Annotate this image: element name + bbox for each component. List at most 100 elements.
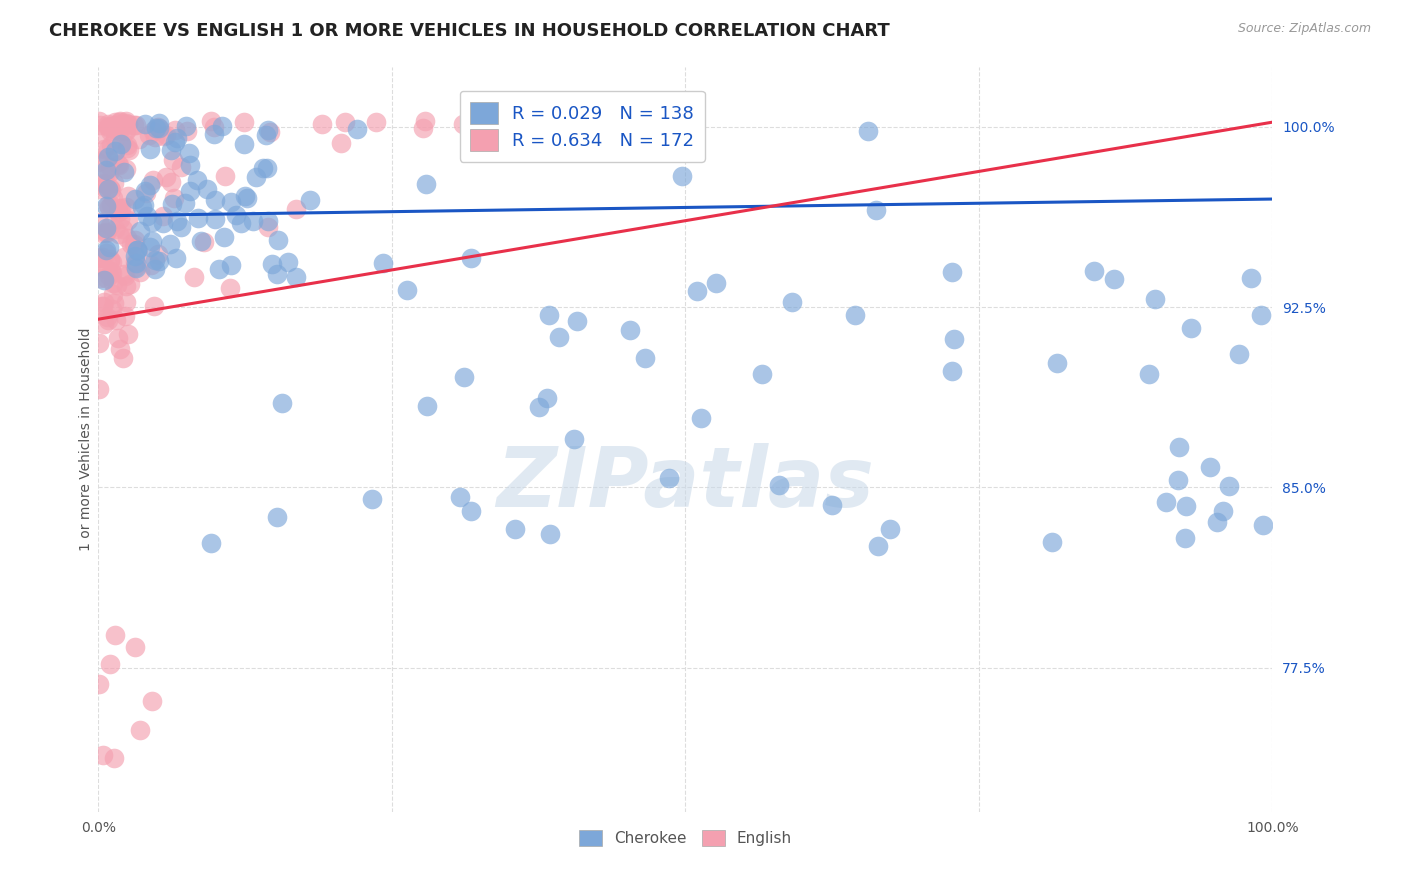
Point xyxy=(110,202,132,216)
Text: ZIPatlas: ZIPatlas xyxy=(496,443,875,524)
Point xyxy=(190,235,212,249)
Point xyxy=(101,276,124,290)
Point xyxy=(242,214,264,228)
Point xyxy=(97,268,120,283)
Point xyxy=(139,240,162,254)
Point xyxy=(145,121,167,136)
Point xyxy=(97,313,120,327)
Point xyxy=(114,310,136,324)
Point xyxy=(254,128,277,142)
Point xyxy=(174,196,197,211)
Point xyxy=(143,130,166,145)
Point xyxy=(148,247,170,261)
Point xyxy=(115,279,138,293)
Point xyxy=(148,116,170,130)
Point xyxy=(415,177,437,191)
Point xyxy=(453,370,475,384)
Point xyxy=(1144,292,1167,306)
Point xyxy=(124,192,146,206)
Text: Source: ZipAtlas.com: Source: ZipAtlas.com xyxy=(1237,22,1371,36)
Point xyxy=(451,117,474,131)
Point xyxy=(941,364,963,378)
Point xyxy=(218,280,240,294)
Point xyxy=(97,198,120,212)
Point xyxy=(415,399,437,413)
Point xyxy=(139,142,162,156)
Text: CHEROKEE VS ENGLISH 1 OR MORE VEHICLES IN HOUSEHOLD CORRELATION CHART: CHEROKEE VS ENGLISH 1 OR MORE VEHICLES I… xyxy=(49,22,890,40)
Point xyxy=(98,253,121,268)
Point xyxy=(104,114,127,128)
Point xyxy=(634,351,657,365)
Point xyxy=(658,120,681,135)
Point xyxy=(141,694,163,708)
Point xyxy=(202,127,225,141)
Point xyxy=(503,522,526,536)
Point xyxy=(117,117,139,131)
Point xyxy=(163,135,186,149)
Point xyxy=(142,172,165,186)
Point xyxy=(124,261,146,276)
Point xyxy=(202,120,225,134)
Point xyxy=(134,117,156,131)
Point xyxy=(527,400,550,414)
Point xyxy=(128,723,150,737)
Point xyxy=(87,155,110,169)
Point xyxy=(89,251,111,265)
Point xyxy=(866,539,889,553)
Point xyxy=(138,128,160,142)
Point xyxy=(103,296,125,310)
Point xyxy=(93,294,115,309)
Point xyxy=(166,214,188,228)
Point xyxy=(124,255,146,269)
Point xyxy=(661,123,683,137)
Point xyxy=(482,124,505,138)
Point xyxy=(565,314,588,328)
Point xyxy=(139,178,162,193)
Point xyxy=(160,196,183,211)
Point xyxy=(141,215,163,229)
Point xyxy=(87,383,110,397)
Point xyxy=(107,201,129,215)
Point xyxy=(658,471,681,485)
Point xyxy=(114,268,136,283)
Point xyxy=(152,129,174,144)
Point xyxy=(98,120,121,134)
Point xyxy=(112,250,135,264)
Point xyxy=(101,191,124,205)
Point xyxy=(460,504,482,518)
Point xyxy=(148,120,170,135)
Point xyxy=(87,113,110,128)
Point xyxy=(1040,534,1063,549)
Point xyxy=(538,308,561,322)
Point xyxy=(98,166,121,180)
Point xyxy=(856,124,879,138)
Point xyxy=(114,114,136,128)
Point xyxy=(120,237,142,252)
Point xyxy=(538,120,561,134)
Point xyxy=(821,499,844,513)
Point xyxy=(782,294,804,309)
Point xyxy=(128,131,150,145)
Point xyxy=(107,204,129,219)
Point xyxy=(1250,308,1272,322)
Point xyxy=(94,226,117,240)
Point xyxy=(1174,531,1197,545)
Point xyxy=(1212,504,1234,518)
Point xyxy=(142,124,165,138)
Point xyxy=(94,243,117,257)
Point xyxy=(1174,499,1197,513)
Point xyxy=(179,158,201,172)
Point xyxy=(89,215,111,229)
Point xyxy=(87,676,110,690)
Point xyxy=(252,161,274,176)
Point xyxy=(211,120,233,134)
Point xyxy=(176,124,198,138)
Point xyxy=(125,243,148,257)
Point xyxy=(460,251,482,265)
Point xyxy=(941,265,963,279)
Point xyxy=(564,432,586,446)
Point xyxy=(101,301,124,316)
Point xyxy=(671,169,693,183)
Point xyxy=(103,750,125,764)
Point xyxy=(134,184,156,198)
